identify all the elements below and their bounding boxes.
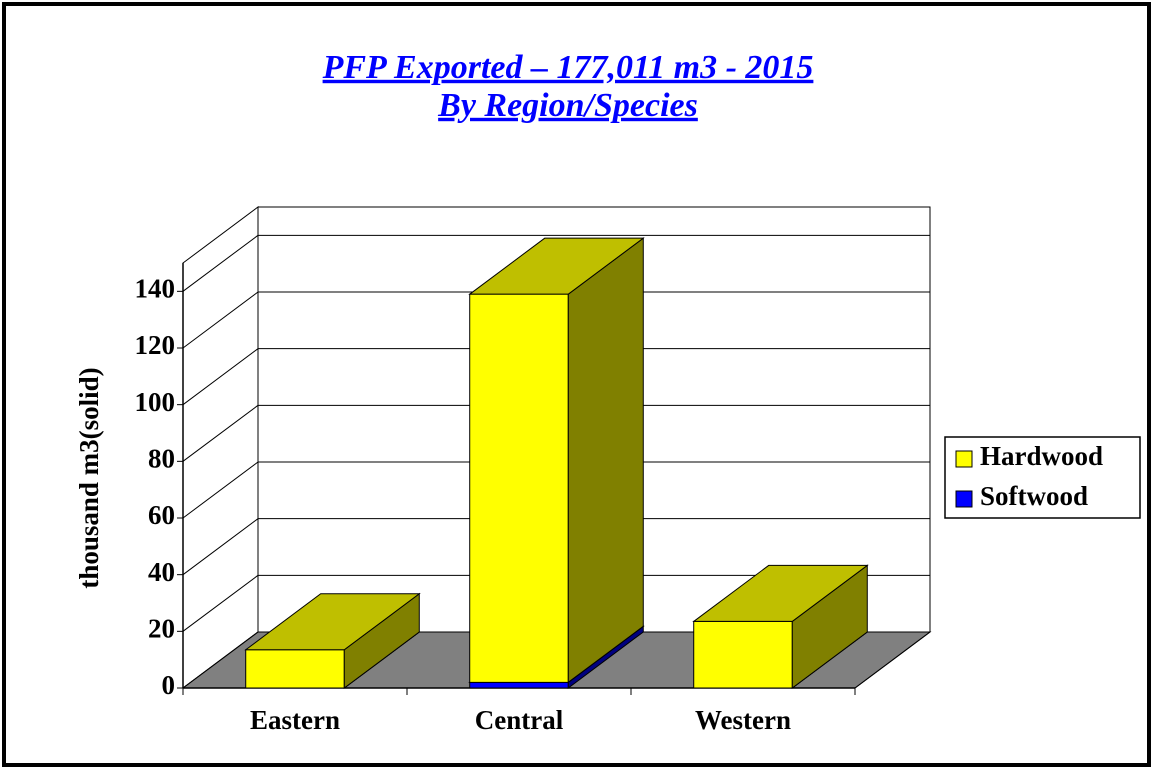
grid-line-side: [182, 631, 259, 689]
y-tick-label: 60: [148, 500, 175, 530]
y-tick-label: 120: [135, 330, 176, 360]
y-tick-label: 0: [162, 670, 176, 700]
bar-top: [692, 564, 869, 622]
bar-front: [245, 649, 345, 689]
bar-front: [693, 620, 793, 689]
y-tick-label: 20: [148, 614, 175, 644]
y-tick-label: 140: [135, 274, 176, 304]
legend-swatch: [955, 490, 973, 508]
y-tick-label: 80: [148, 444, 175, 474]
x-tick-label: Western: [695, 705, 791, 735]
side-wall: [182, 206, 259, 689]
legend-box: [944, 436, 1141, 519]
legend-label: Softwood: [980, 481, 1088, 511]
bar-segment: [468, 237, 645, 684]
bar-top: [468, 237, 645, 295]
chart-title: PFP Exported – 177,011 m3 - 2015: [322, 49, 814, 86]
bar-front: [469, 681, 569, 689]
grid-line-side: [182, 291, 259, 349]
y-tick-label: 40: [148, 557, 175, 587]
legend-swatch: [955, 450, 973, 468]
grid-line-side: [182, 574, 259, 632]
legend-label: Hardwood: [980, 441, 1103, 471]
bar-segment: [244, 592, 421, 689]
y-axis-label: thousand m3(solid): [74, 367, 104, 588]
bar-front: [469, 293, 569, 683]
grid-line-side: [182, 461, 259, 519]
x-tick-label: Eastern: [250, 705, 340, 735]
grid-line-side: [182, 518, 259, 576]
bar-top: [244, 593, 421, 651]
bar-side: [567, 237, 644, 684]
chart-subtitle: By Region/Species: [437, 87, 698, 124]
x-tick-label: Central: [475, 705, 564, 735]
bar-segment: [692, 564, 869, 689]
y-tick-label: 100: [135, 387, 176, 417]
floor-edge: [854, 631, 931, 689]
grid-line-side: [182, 234, 259, 292]
grid-line-side: [182, 404, 259, 462]
grid-line-side: [182, 348, 259, 406]
